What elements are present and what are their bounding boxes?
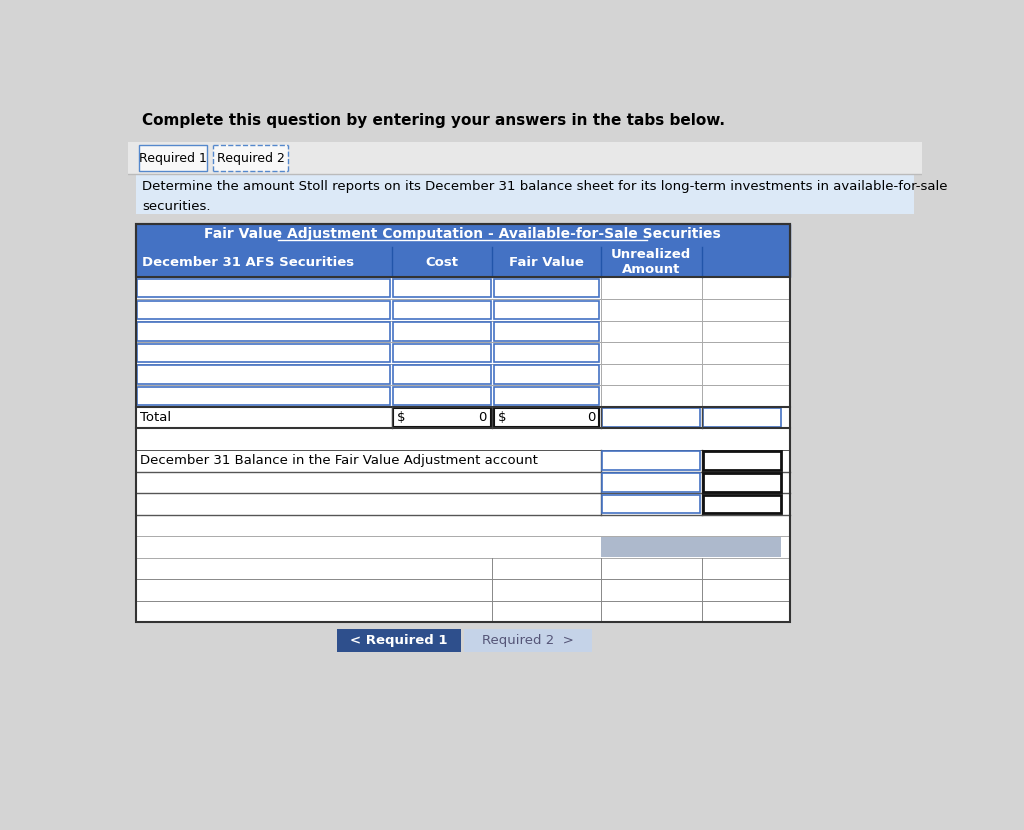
Text: Unrealized
Amount: Unrealized Amount xyxy=(611,248,691,276)
Bar xyxy=(137,365,390,383)
Bar xyxy=(136,471,790,493)
Bar xyxy=(601,537,781,557)
Bar xyxy=(136,299,790,320)
Text: Complete this question by entering your answers in the tabs below.: Complete this question by entering your … xyxy=(142,113,725,129)
Bar xyxy=(602,473,700,491)
Bar xyxy=(703,473,780,491)
Bar xyxy=(393,365,490,383)
Bar xyxy=(136,174,913,214)
Bar xyxy=(494,300,599,319)
Text: December 31 AFS Securities: December 31 AFS Securities xyxy=(142,256,354,269)
Bar xyxy=(136,450,790,471)
Bar xyxy=(136,223,790,247)
Text: December 31 Balance in the Fair Value Adjustment account: December 31 Balance in the Fair Value Ad… xyxy=(140,454,539,467)
Text: Total: Total xyxy=(140,411,172,424)
Text: Fair Value Adjustment Computation - Available-for-Sale Securities: Fair Value Adjustment Computation - Avai… xyxy=(205,227,721,242)
Text: 0: 0 xyxy=(478,411,486,424)
Bar xyxy=(337,628,461,652)
Bar xyxy=(393,279,490,297)
Bar xyxy=(136,223,790,622)
Bar xyxy=(136,320,790,342)
Bar xyxy=(136,515,790,536)
Bar xyxy=(136,536,790,558)
Bar xyxy=(703,495,780,513)
Text: $: $ xyxy=(397,411,406,424)
Bar xyxy=(393,387,490,405)
Bar xyxy=(494,279,599,297)
Bar xyxy=(494,408,599,427)
Bar xyxy=(136,428,790,450)
Bar xyxy=(703,408,780,427)
Bar xyxy=(602,452,700,470)
Bar xyxy=(136,407,790,428)
Text: Required 1: Required 1 xyxy=(139,152,207,164)
Bar xyxy=(136,385,790,407)
Bar xyxy=(137,300,390,319)
Text: securities.: securities. xyxy=(142,200,211,213)
Bar xyxy=(136,601,790,622)
Text: Cost: Cost xyxy=(425,256,459,269)
Bar xyxy=(139,145,207,171)
Bar xyxy=(137,322,390,340)
Bar xyxy=(136,247,790,277)
Bar xyxy=(494,387,599,405)
Text: < Required 1: < Required 1 xyxy=(350,633,449,647)
Bar xyxy=(136,493,790,515)
Bar xyxy=(136,579,790,601)
Bar xyxy=(136,364,790,385)
Bar xyxy=(494,322,599,340)
Bar xyxy=(393,408,490,427)
Bar xyxy=(136,277,790,299)
Bar xyxy=(136,342,790,364)
Bar xyxy=(464,628,592,652)
Bar xyxy=(136,558,790,579)
Bar xyxy=(494,344,599,362)
Text: Fair Value: Fair Value xyxy=(509,256,584,269)
Text: Determine the amount Stoll reports on its December 31 balance sheet for its long: Determine the amount Stoll reports on it… xyxy=(142,180,947,193)
Bar xyxy=(137,344,390,362)
Text: Required 2: Required 2 xyxy=(216,152,285,164)
Text: 0: 0 xyxy=(587,411,595,424)
Bar xyxy=(128,100,922,142)
Bar xyxy=(137,279,390,297)
Bar xyxy=(137,387,390,405)
Bar xyxy=(602,495,700,513)
Bar xyxy=(602,408,700,427)
Bar xyxy=(136,223,790,277)
Bar xyxy=(393,322,490,340)
Text: $: $ xyxy=(498,411,506,424)
Text: Required 2  >: Required 2 > xyxy=(482,633,574,647)
Bar xyxy=(393,344,490,362)
Bar xyxy=(393,300,490,319)
Bar xyxy=(213,145,288,171)
Bar xyxy=(128,142,922,174)
Bar xyxy=(703,452,780,470)
Bar xyxy=(494,365,599,383)
